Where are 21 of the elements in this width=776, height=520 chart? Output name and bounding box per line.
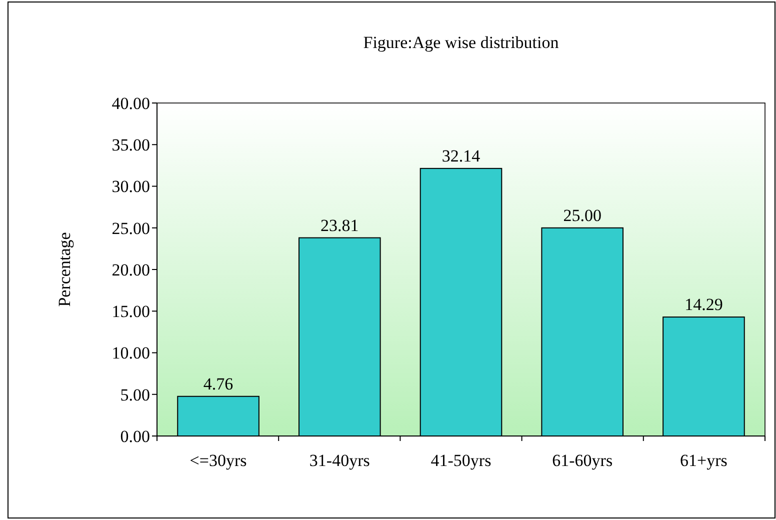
data-label: 25.00 (563, 206, 602, 225)
y-tick-label: 15.00 (112, 302, 150, 322)
y-tick-label: 0.00 (120, 426, 150, 446)
data-label: 23.81 (320, 216, 359, 235)
x-tick-label: 61+yrs (680, 451, 728, 470)
y-tick-label: 10.00 (112, 344, 150, 363)
y-axis-title: Percentage (55, 232, 74, 307)
y-tick-label: 5.00 (120, 385, 150, 404)
x-tick-label: 31-40yrs (309, 451, 370, 470)
data-label: 14.29 (684, 295, 723, 314)
data-label: 32.14 (442, 146, 481, 166)
x-tick-label: <=30yrs (190, 451, 247, 470)
y-tick-label: 35.00 (112, 136, 150, 155)
chart-title: Figure:Age wise distribution (363, 33, 560, 52)
x-tick-label: 61-60yrs (552, 451, 613, 470)
y-tick-label: 20.00 (112, 260, 150, 280)
y-tick-label: 30.00 (112, 177, 150, 196)
data-label: 4.76 (203, 374, 234, 394)
x-tick-label: 41-50yrs (430, 451, 492, 470)
y-tick-label: 40.00 (112, 94, 150, 113)
y-tick-label: 25.00 (112, 218, 150, 238)
